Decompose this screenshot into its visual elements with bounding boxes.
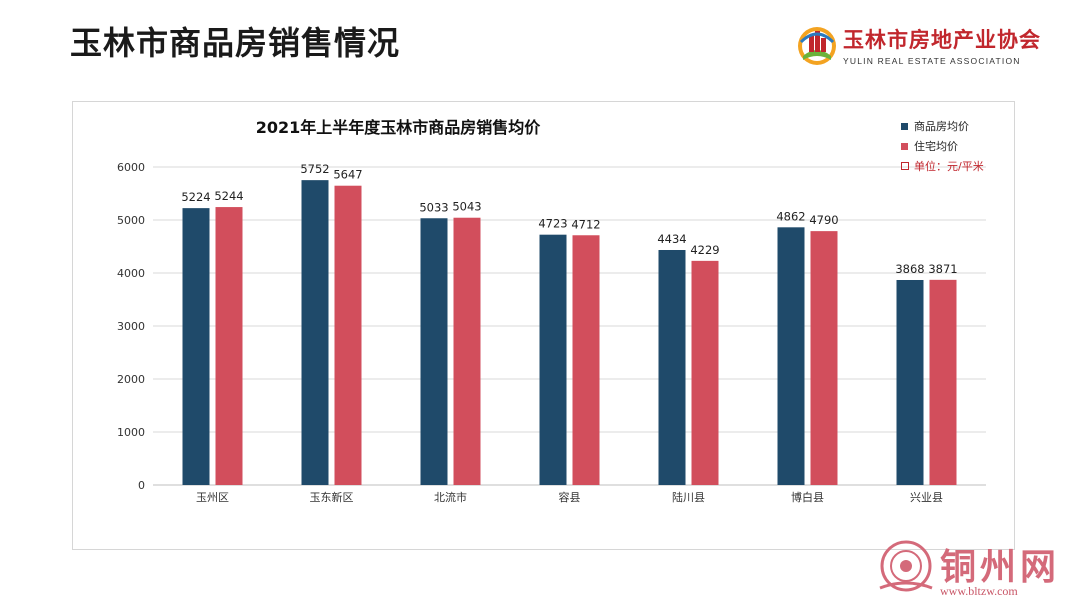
watermark: 铜州网 www.bltzw.com: [876, 538, 1076, 604]
x-tick-label: 玉州区: [196, 491, 229, 504]
bar-series1: [658, 249, 686, 485]
chart-title: 2021年上半年度玉林市商品房销售均价: [255, 118, 541, 137]
bar-series2: [691, 260, 719, 485]
bar-series1: [896, 279, 924, 485]
watermark-seal-icon: [879, 540, 933, 592]
legend-label-series1: 商品房均价: [914, 120, 969, 133]
bar-series2: [215, 207, 243, 485]
unit-note-text: 单位：元/平米: [914, 160, 984, 173]
logo-emblem-icon: [798, 27, 836, 65]
bar-series2: [453, 217, 481, 485]
data-label: 4229: [690, 243, 719, 257]
chart-container: 0 1000 2000 3000 4000 5000 6000 5224 5244 玉州区 5752…: [72, 101, 1015, 550]
y-tick-label: 1000: [117, 426, 145, 439]
data-label: 5033: [419, 200, 448, 214]
x-tick-label: 容县: [559, 490, 581, 504]
bar-series1: [420, 218, 448, 485]
data-label: 4790: [809, 213, 838, 227]
legend-label-series2: 住宅均价: [914, 140, 958, 153]
data-label: 3871: [928, 262, 957, 276]
watermark-url: www.bltzw.com: [940, 584, 1018, 598]
data-label: 5647: [333, 168, 362, 182]
x-tick-label: 陆川县: [672, 490, 705, 504]
bar-series2: [810, 231, 838, 485]
data-label: 3868: [895, 262, 924, 276]
data-label: 5224: [181, 190, 210, 204]
data-label: 5043: [452, 200, 481, 214]
association-logo: 玉林市房地产业协会 YULIN REAL ESTATE ASSOCIATION: [795, 22, 1040, 74]
y-tick-label: 3000: [117, 320, 145, 333]
x-tick-label: 兴业县: [910, 491, 943, 504]
legend-item-series1: 商品房均价: [901, 116, 984, 136]
x-tick-label: 博白县: [791, 490, 824, 504]
bar-series1: [182, 208, 210, 485]
chart-legend: 商品房均价 住宅均价 单位：元/平米: [901, 116, 984, 176]
bar-series2: [572, 235, 600, 485]
y-tick-label: 2000: [117, 373, 145, 386]
page-title: 玉林市商品房销售情况: [70, 24, 401, 62]
bar-series2: [929, 279, 957, 485]
unit-box-icon: [901, 162, 909, 170]
legend-swatch-series1: [901, 122, 908, 130]
data-label: 5752: [300, 162, 329, 176]
legend-item-series2: 住宅均价: [901, 136, 984, 156]
data-label: 5244: [214, 189, 243, 203]
bar-series1: [301, 180, 329, 486]
data-label: 4723: [538, 217, 567, 231]
bar-series1: [539, 234, 567, 485]
y-tick-label: 4000: [117, 267, 145, 280]
legend-unit-note: 单位：元/平米: [901, 156, 984, 176]
y-tick-label: 0: [138, 479, 145, 492]
x-tick-label: 北流市: [434, 490, 467, 504]
logo-name-cn: 玉林市房地产业协会: [843, 27, 1041, 52]
data-label: 4862: [776, 209, 805, 223]
data-label: 4434: [657, 232, 686, 246]
bar-chart: 0 1000 2000 3000 4000 5000 6000 5224 5244 玉州区 5752…: [117, 161, 986, 504]
bar-series2: [334, 185, 362, 486]
legend-swatch-series2: [901, 142, 908, 150]
y-tick-label: 6000: [117, 161, 145, 174]
logo-name-en: YULIN REAL ESTATE ASSOCIATION: [843, 56, 1021, 66]
bar-series1: [777, 227, 805, 485]
watermark-text: 铜州网: [940, 546, 1061, 588]
data-label: 4712: [571, 217, 600, 231]
x-tick-label: 玉东新区: [310, 490, 354, 504]
y-tick-label: 5000: [117, 214, 145, 227]
